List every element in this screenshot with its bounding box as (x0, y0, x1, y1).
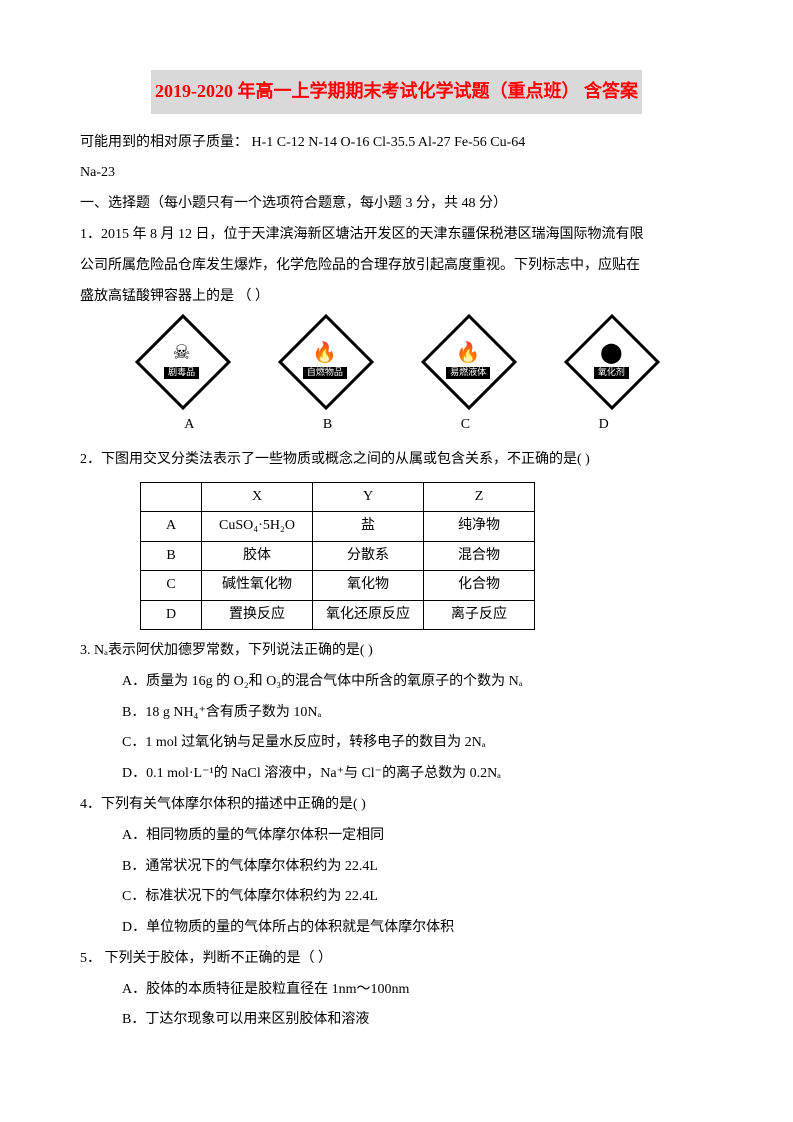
table-cell: A (141, 512, 202, 541)
table-row: A CuSO₄·5H₂O 盐 纯净物 (141, 512, 535, 541)
q4-option-c: C．标准状况下的气体摩尔体积约为 22.4L (80, 882, 713, 913)
table-cell (141, 482, 202, 511)
table-cell: 纯净物 (424, 512, 535, 541)
flame-icon: 🔥 (456, 343, 481, 363)
option-d: D (599, 410, 609, 441)
hazard-label: 剧毒品 (164, 367, 199, 379)
section-1-heading: 一、选择题（每小题只有一个选项符合题意，每小题 3 分，共 48 分） (80, 189, 713, 220)
table-cell: C (141, 571, 202, 600)
table-row: X Y Z (141, 482, 535, 511)
q3-option-c: C．1 mol 过氧化钠与足量水反应时，转移电子的数目为 2Nₐ (80, 728, 713, 759)
q5-option-a: A．胶体的本质特征是胶粒直径在 1nm～100nm (80, 975, 713, 1006)
table-cell: Y (313, 482, 424, 511)
flame-icon: 🔥 (312, 343, 337, 363)
table-row: D 置换反应 氧化还原反应 离子反应 (141, 600, 535, 629)
skull-icon: ☠ (173, 343, 191, 363)
table-row: C 碱性氧化物 氧化物 化合物 (141, 571, 535, 600)
atomic-masses-line2: Na-23 (80, 158, 713, 189)
hazard-label: 氧化剂 (594, 367, 629, 379)
table-cell: CuSO₄·5H₂O (202, 512, 313, 541)
q3-text: 3. Nₐ表示阿伏加德罗常数，下列说法正确的是( ) (80, 636, 713, 667)
table-cell: X (202, 482, 313, 511)
q4-option-b: B．通常状况下的气体摩尔体积约为 22.4L (80, 852, 713, 883)
table-cell: 碱性氧化物 (202, 571, 313, 600)
table-cell: 混合物 (424, 541, 535, 570)
q2-text: 2．下图用交叉分类法表示了一些物质或概念之间的从属或包含关系，不正确的是( ) (80, 445, 713, 476)
table-cell: 胶体 (202, 541, 313, 570)
hazard-sign-c: 🔥 易燃液体 (423, 316, 513, 406)
q4-option-a: A．相同物质的量的气体摩尔体积一定相同 (80, 821, 713, 852)
hazard-signs-row: ☠ 剧毒品 🔥 自燃物品 🔥 易燃液体 ⬤ 氧化剂 (80, 312, 713, 406)
table-cell: B (141, 541, 202, 570)
atomic-masses-line1: 可能用到的相对原子质量： H-1 C-12 N-14 O-16 Cl-35.5 … (80, 128, 713, 159)
q5-option-b: B．丁达尔现象可以用来区别胶体和溶液 (80, 1005, 713, 1036)
hazard-sign-a: ☠ 剧毒品 (137, 316, 227, 406)
table-cell: 置换反应 (202, 600, 313, 629)
option-c: C (461, 410, 470, 441)
table-row: B 胶体 分散系 混合物 (141, 541, 535, 570)
q1-line3: 盛放高锰酸钾容器上的是 （ ） (80, 282, 713, 313)
q4-text: 4．下列有关气体摩尔体积的描述中正确的是( ) (80, 790, 713, 821)
hazard-label: 易燃液体 (446, 367, 490, 379)
q3-option-d: D．0.1 mol·L⁻¹的 NaCl 溶液中，Na⁺与 Cl⁻的离子总数为 0… (80, 759, 713, 790)
table-cell: D (141, 600, 202, 629)
table-cell: 氧化物 (313, 571, 424, 600)
hazard-sign-d: ⬤ 氧化剂 (566, 316, 656, 406)
table-cell: 氧化还原反应 (313, 600, 424, 629)
q1-line2: 公司所属危险品仓库发生爆炸，化学危险品的合理存放引起高度重视。下列标志中，应贴在 (80, 251, 713, 282)
table-cell: 分散系 (313, 541, 424, 570)
q3-option-a: A．质量为 16g 的 O₂和 O₃的混合气体中所含的氧原子的个数为 Nₐ (80, 667, 713, 698)
hazard-label: 自燃物品 (303, 367, 347, 379)
oxidizer-icon: ⬤ (600, 343, 622, 363)
table-cell: 盐 (313, 512, 424, 541)
q4-option-d: D．单位物质的量的气体所占的体积就是气体摩尔体积 (80, 913, 713, 944)
table-cell: 化合物 (424, 571, 535, 600)
q1-options-row: A B C D (80, 410, 713, 441)
table-cell: 离子反应 (424, 600, 535, 629)
hazard-sign-b: 🔥 自燃物品 (280, 316, 370, 406)
q2-table: X Y Z A CuSO₄·5H₂O 盐 纯净物 B 胶体 分散系 混合物 C … (140, 482, 535, 630)
option-b: B (323, 410, 332, 441)
q1-line1: 1．2015 年 8 月 12 日，位于天津滨海新区塘沽开发区的天津东疆保税港区… (80, 220, 713, 251)
table-cell: Z (424, 482, 535, 511)
page-title: 2019-2020 年高一上学期期末考试化学试题（重点班） 含答案 (151, 70, 642, 114)
q5-text: 5． 下列关于胶体，判断不正确的是（ ） (80, 944, 713, 975)
exam-page: 2019-2020 年高一上学期期末考试化学试题（重点班） 含答案 可能用到的相… (0, 0, 793, 1076)
q3-option-b: B．18 g NH₄⁺含有质子数为 10Nₐ (80, 698, 713, 729)
option-a: A (184, 410, 194, 441)
